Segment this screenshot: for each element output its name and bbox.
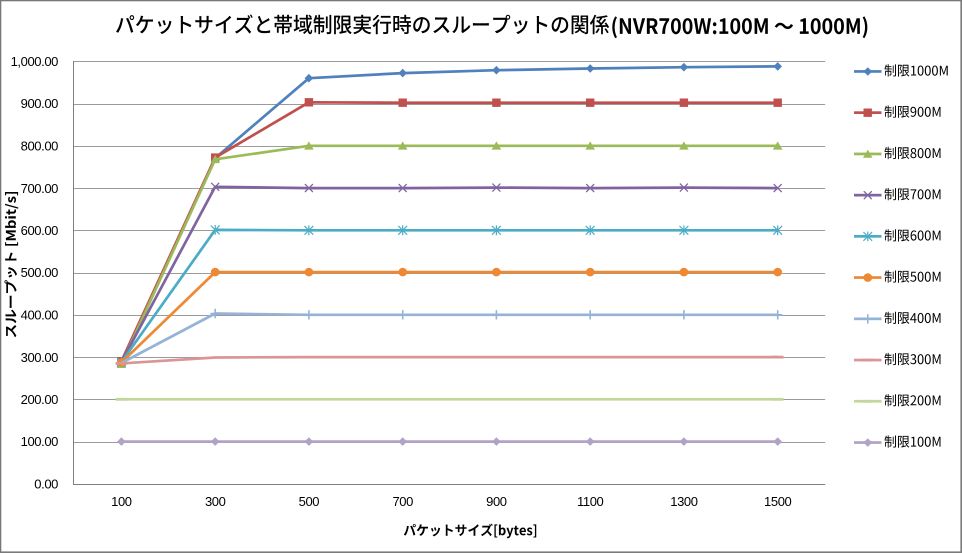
svg-text:1,000.00: 1,000.00 bbox=[11, 54, 59, 69]
svg-text:100.00: 100.00 bbox=[21, 434, 59, 449]
svg-text:0.00: 0.00 bbox=[34, 477, 58, 492]
svg-text:900: 900 bbox=[486, 494, 507, 509]
svg-text:500.00: 500.00 bbox=[21, 265, 59, 280]
svg-text:800.00: 800.00 bbox=[21, 139, 59, 154]
svg-text:200.00: 200.00 bbox=[21, 392, 59, 407]
svg-text:1300: 1300 bbox=[670, 494, 697, 509]
svg-text:700: 700 bbox=[392, 494, 413, 509]
svg-text:1100: 1100 bbox=[577, 494, 604, 509]
svg-text:1500: 1500 bbox=[764, 494, 791, 509]
svg-text:300: 300 bbox=[205, 494, 226, 509]
svg-text:400.00: 400.00 bbox=[21, 308, 59, 323]
svg-text:900.00: 900.00 bbox=[21, 96, 59, 111]
svg-text:500: 500 bbox=[299, 494, 320, 509]
svg-text:300.00: 300.00 bbox=[21, 350, 59, 365]
svg-text:700.00: 700.00 bbox=[21, 181, 59, 196]
svg-text:600.00: 600.00 bbox=[21, 223, 59, 238]
svg-text:100: 100 bbox=[111, 494, 132, 509]
